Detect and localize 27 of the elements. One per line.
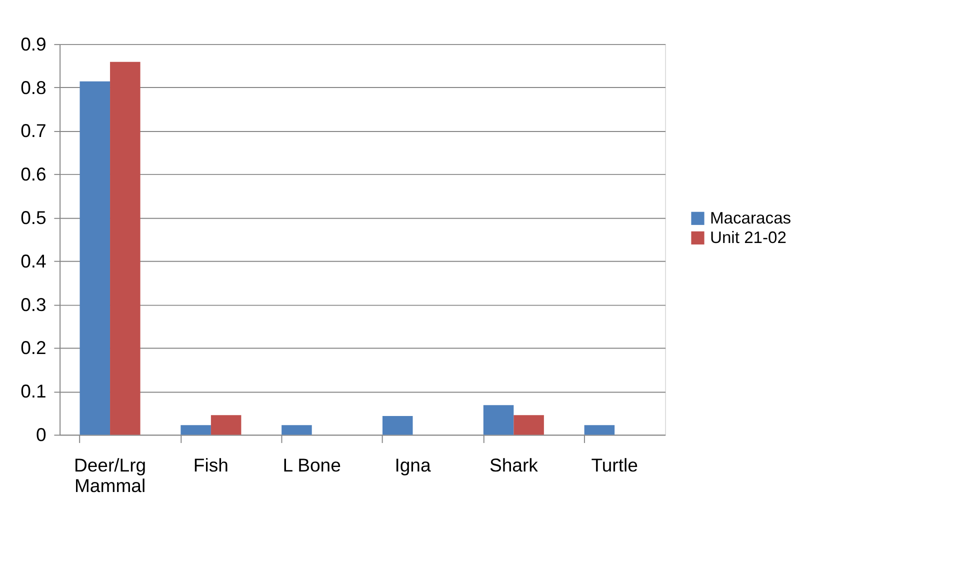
legend-label: Unit 21-02 bbox=[710, 228, 787, 247]
legend-label: Macaracas bbox=[710, 208, 792, 228]
x-tick-label: Igna bbox=[394, 454, 432, 476]
y-tick-label: 0.4 bbox=[20, 250, 46, 272]
bar bbox=[382, 416, 413, 435]
bar bbox=[584, 425, 615, 435]
y-tick-label: 0 bbox=[36, 424, 46, 446]
x-tick-label: Shark bbox=[489, 454, 539, 476]
bar bbox=[514, 415, 544, 435]
x-tick-label: Deer/Lrg Mammal bbox=[74, 454, 146, 496]
x-tick-label: L Bone bbox=[282, 454, 341, 476]
bar bbox=[210, 415, 242, 435]
bar bbox=[282, 425, 312, 435]
bar bbox=[110, 62, 140, 435]
y-tick-label: 0.9 bbox=[20, 33, 46, 54]
y-tick-label: 0.7 bbox=[20, 120, 46, 142]
y-tick-label: 0.1 bbox=[20, 380, 46, 402]
y-tick-label: 0.8 bbox=[20, 76, 46, 98]
y-tick-label: 0.6 bbox=[20, 164, 46, 185]
y-tick-label: 0.3 bbox=[20, 294, 46, 315]
bar bbox=[180, 425, 211, 435]
x-tick-label: Fish bbox=[193, 454, 228, 476]
bar bbox=[80, 81, 110, 435]
x-tick-label: Turtle bbox=[591, 454, 638, 476]
y-tick-label: 0.2 bbox=[20, 337, 46, 358]
bar bbox=[483, 405, 514, 435]
y-tick-label: 0.5 bbox=[20, 207, 46, 228]
